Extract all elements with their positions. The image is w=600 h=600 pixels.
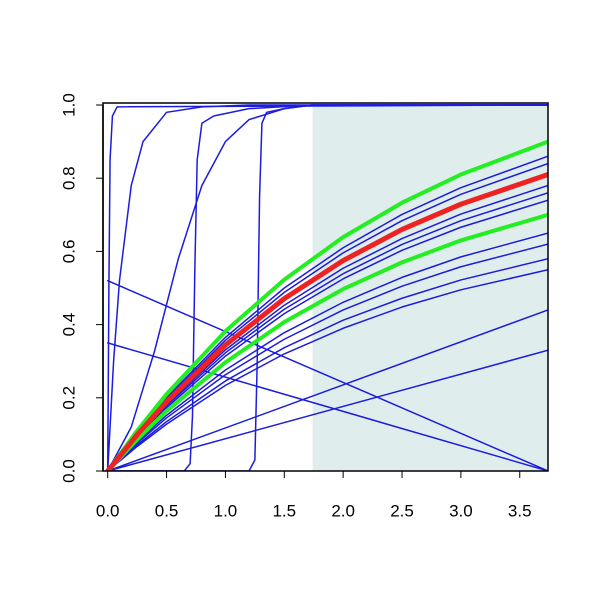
y-tick-label: 0.2 [59,386,78,410]
axes: 0.0 0.2 0.4 0.6 0.8 1.0 0.0 0.5 1.0 1.5 2.0 2.5 3.0 3… [59,93,531,520]
x-tick-label: 3.0 [449,501,473,520]
y-tick-label: 1.0 [59,93,78,117]
series-line [106,232,548,471]
series-line [106,243,548,471]
x-tick-label: 2.0 [331,501,355,520]
x-tick-label: 1.0 [214,501,238,520]
y-tick-label: 0.8 [59,166,78,190]
y-tick-label: 0.6 [59,240,78,264]
series-line [106,104,548,471]
series-line [106,104,548,471]
x-tick-label: 3.5 [508,501,532,520]
series-line [106,279,548,471]
series-line [106,104,548,471]
series-line [106,349,548,471]
series-line [106,309,548,471]
series-line [105,139,548,471]
series-line [106,268,548,471]
y-tick-label: 0.4 [59,313,78,337]
series-line [106,257,548,471]
x-tick-label: 1.5 [272,501,296,520]
series-line [105,172,548,471]
series-line [106,104,548,471]
x-tick-label: 0.0 [96,501,120,520]
series-line [106,342,548,471]
plot-area [105,103,548,471]
x-tick-label: 0.5 [155,501,179,520]
x-tick-label: 2.5 [390,501,414,520]
series-line [105,212,548,471]
y-tick-label: 0.0 [59,459,78,483]
